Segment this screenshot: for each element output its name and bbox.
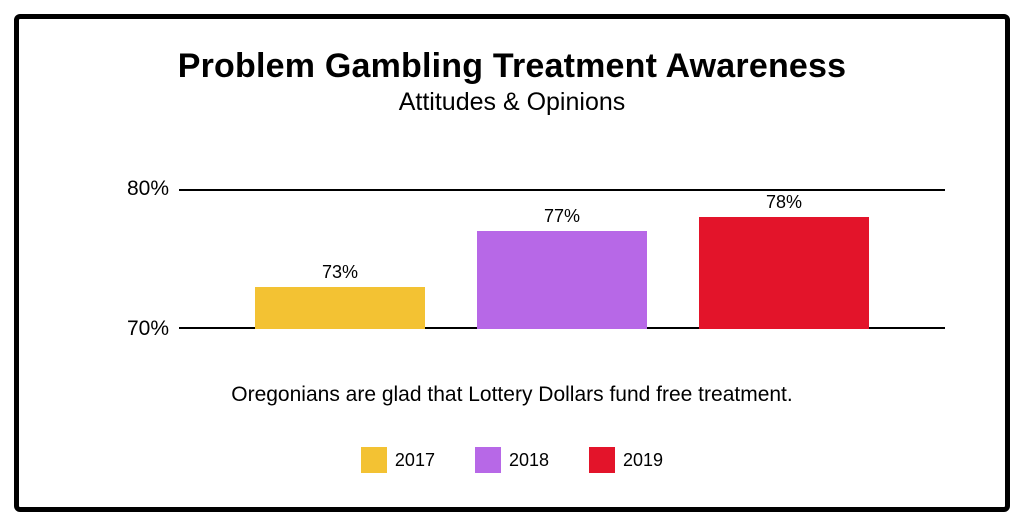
legend-label: 2018 [509,450,549,471]
chart-caption: Oregonians are glad that Lottery Dollars… [19,383,1005,407]
legend-swatch [589,447,615,473]
legend: 2017 2018 2019 [19,447,1005,473]
y-tick-label: 70% [99,317,169,341]
bar-rect [477,231,647,329]
chart-subtitle: Attitudes & Opinions [19,88,1005,117]
bar-value-label: 73% [322,262,358,283]
legend-swatch [361,447,387,473]
legend-label: 2017 [395,450,435,471]
bar-chart: 80% 70% 73% 77% 78% [99,189,945,329]
bar-rect [255,287,425,329]
bar-value-label: 77% [544,206,580,227]
chart-frame: Problem Gambling Treatment Awareness Att… [14,14,1010,512]
bar-2017: 73% [255,262,425,329]
bars-container: 73% 77% 78% [179,189,945,329]
bar-rect [699,217,869,329]
bar-value-label: 78% [766,192,802,213]
y-tick-label: 80% [99,177,169,201]
legend-item-2019: 2019 [589,447,663,473]
legend-item-2018: 2018 [475,447,549,473]
legend-swatch [475,447,501,473]
title-block: Problem Gambling Treatment Awareness Att… [19,19,1005,117]
bar-2019: 78% [699,192,869,329]
legend-item-2017: 2017 [361,447,435,473]
legend-label: 2019 [623,450,663,471]
chart-title: Problem Gambling Treatment Awareness [19,47,1005,86]
bar-2018: 77% [477,206,647,329]
